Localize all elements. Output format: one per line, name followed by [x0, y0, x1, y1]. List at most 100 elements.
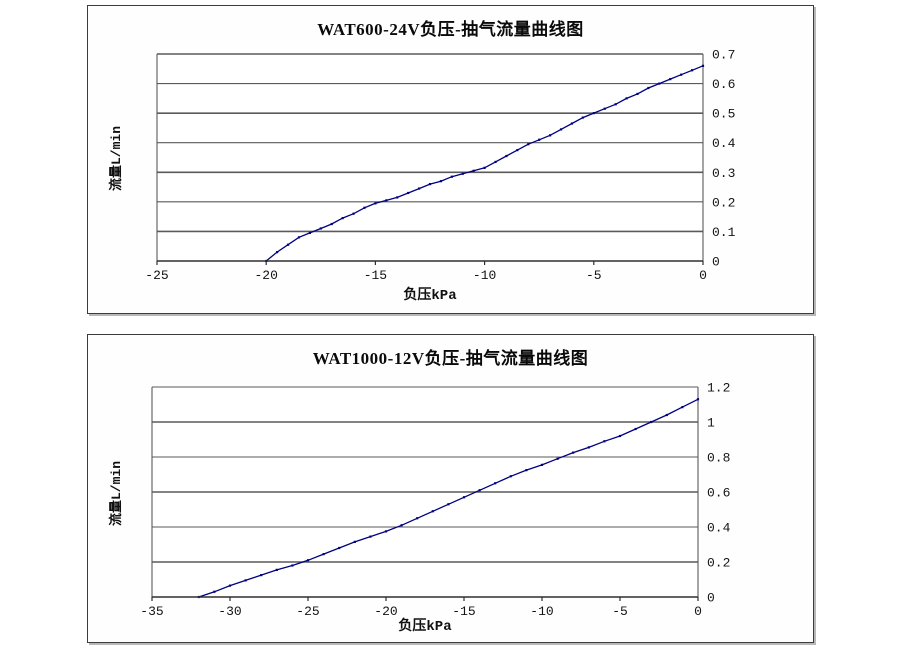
data-point-marker — [297, 236, 301, 239]
x-tick-label: -5 — [612, 604, 628, 619]
data-point-marker — [538, 138, 541, 141]
data-point-marker — [396, 196, 399, 199]
y-tick-label: 0.1 — [712, 225, 736, 240]
data-point-marker — [665, 413, 668, 417]
data-point-marker — [462, 496, 466, 499]
data-point-marker — [374, 202, 377, 205]
x-axis-title: 负压kPa — [403, 288, 457, 304]
data-point-marker — [213, 590, 216, 593]
data-point-marker — [291, 564, 294, 567]
data-point-marker — [603, 440, 606, 443]
data-point-marker — [669, 78, 672, 81]
plot-background — [157, 54, 703, 261]
data-point-marker — [549, 134, 552, 137]
y-tick-label: 1.2 — [707, 381, 730, 396]
data-point-marker — [483, 166, 486, 169]
y-tick-label: 0.2 — [712, 195, 735, 210]
data-point-marker — [690, 69, 694, 72]
data-point-marker — [625, 97, 628, 100]
data-point-marker — [556, 457, 559, 460]
data-point-marker — [384, 530, 388, 533]
data-point-marker — [228, 584, 232, 587]
data-point-marker — [308, 231, 311, 235]
data-point-marker — [618, 434, 622, 438]
data-point-marker — [494, 160, 497, 164]
data-point-marker — [338, 546, 341, 550]
x-tick-label: -10 — [473, 268, 496, 283]
y-tick-label: 0.4 — [707, 521, 731, 536]
data-point-marker — [275, 568, 278, 571]
chart-title: WAT600-24V负压-抽气流量曲线图 — [317, 20, 584, 39]
data-point-marker — [416, 517, 419, 520]
data-point-marker — [540, 463, 544, 466]
data-point-marker — [478, 489, 481, 492]
data-point-marker — [603, 107, 606, 110]
data-point-marker — [319, 227, 322, 230]
x-tick-label: -30 — [218, 604, 241, 619]
x-axis-title: 负压kPa — [398, 619, 452, 635]
data-point-marker — [527, 143, 530, 146]
data-point-marker — [369, 535, 372, 538]
plot-area-wat600: 0 0.1 0.2 0.3 0.4 0.5 0.6 0.7 -25 -20 -15 -10 -5 0 — [145, 48, 736, 284]
x-tick-label: -25 — [296, 604, 319, 619]
data-point-marker — [636, 92, 639, 96]
x-tick-label: 0 — [694, 604, 702, 619]
data-point-marker — [647, 86, 650, 90]
data-point-marker — [330, 222, 333, 226]
x-tick-label: -35 — [140, 604, 163, 619]
y-tick-label: 0.2 — [707, 556, 730, 571]
data-point-marker — [658, 82, 661, 85]
data-point-marker — [407, 191, 410, 195]
y-tick-label: 0.3 — [712, 166, 735, 181]
data-point-marker — [363, 206, 366, 209]
data-point-marker — [701, 64, 705, 67]
data-point-marker — [572, 451, 575, 454]
data-point-marker — [509, 475, 512, 478]
data-point-marker — [341, 217, 344, 220]
data-point-marker — [696, 398, 700, 401]
data-point-marker — [634, 427, 637, 431]
x-tick-label: -15 — [452, 604, 475, 619]
x-tick-label: -25 — [145, 268, 168, 283]
y-tick-label: 0.8 — [707, 451, 730, 466]
data-point-marker — [450, 175, 453, 178]
data-point-marker — [592, 112, 595, 115]
x-tick-label: -20 — [254, 268, 277, 283]
data-point-marker — [680, 73, 683, 76]
y-tick-label: 0.4 — [712, 136, 736, 151]
data-point-marker — [417, 187, 421, 190]
y-tick-label: 0 — [707, 591, 715, 606]
data-point-marker — [244, 579, 247, 582]
chart-panel-wat1000: WAT1000-12V负压-抽气流量曲线图 0 0.2 0.4 0.6 0.8 1 1.2 -… — [87, 334, 814, 643]
data-point-marker — [276, 251, 279, 254]
data-point-marker — [581, 116, 584, 119]
data-point-marker — [461, 172, 464, 175]
data-point-marker — [353, 540, 356, 543]
data-point-marker — [352, 212, 355, 215]
data-point-marker — [306, 559, 310, 562]
data-point-marker — [505, 154, 508, 158]
y-tick-label: 1 — [707, 416, 715, 431]
data-point-marker — [587, 446, 590, 449]
y-tick-label: 0.6 — [712, 77, 735, 92]
x-tick-label: 0 — [699, 268, 707, 283]
y-tick-label: 0.5 — [712, 107, 735, 122]
x-tick-label: -5 — [586, 268, 602, 283]
data-point-marker — [472, 169, 475, 172]
y-tick-label: 0.7 — [712, 48, 735, 63]
data-point-marker — [559, 128, 563, 131]
data-point-marker — [385, 199, 388, 202]
data-point-marker — [286, 243, 290, 246]
data-point-marker — [570, 122, 574, 125]
y-axis-title: 流量L/min — [109, 460, 125, 527]
data-point-marker — [516, 149, 519, 152]
data-point-marker — [614, 103, 617, 106]
plot-area-wat1000: 0 0.2 0.4 0.6 0.8 1 1.2 -35 -30 -25 -20 -15 -10 -5 0 — [140, 381, 731, 620]
y-tick-label: 0 — [712, 255, 720, 270]
y-axis-title: 流量L/min — [109, 125, 125, 192]
x-tick-label: -10 — [530, 604, 553, 619]
data-point-marker — [439, 180, 443, 183]
data-point-marker — [681, 406, 684, 409]
x-tick-label: -20 — [374, 604, 397, 619]
chart-title: WAT1000-12V负压-抽气流量曲线图 — [312, 349, 589, 368]
